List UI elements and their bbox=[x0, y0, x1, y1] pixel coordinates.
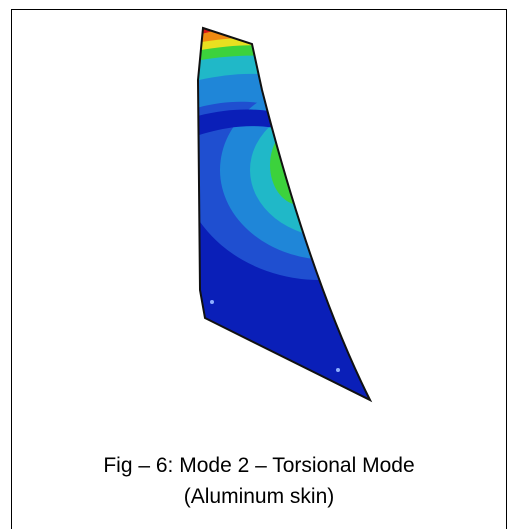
band-deep-blue-upper bbox=[198, 109, 275, 138]
tip-marker bbox=[336, 368, 340, 372]
wing-contour bbox=[198, 28, 370, 400]
figure-caption-title: Fig – 6: Mode 2 – Torsional Mode bbox=[103, 454, 415, 477]
tip-light-blue bbox=[198, 70, 270, 110]
mode-shape-plot bbox=[196, 26, 373, 403]
root-marker bbox=[210, 300, 214, 304]
figure-caption-subtitle: (Aluminum skin) bbox=[183, 485, 335, 508]
contour-green bbox=[270, 125, 330, 205]
figure-frame bbox=[11, 9, 507, 529]
tip-cyan bbox=[198, 52, 270, 82]
wing-outline bbox=[196, 26, 373, 403]
